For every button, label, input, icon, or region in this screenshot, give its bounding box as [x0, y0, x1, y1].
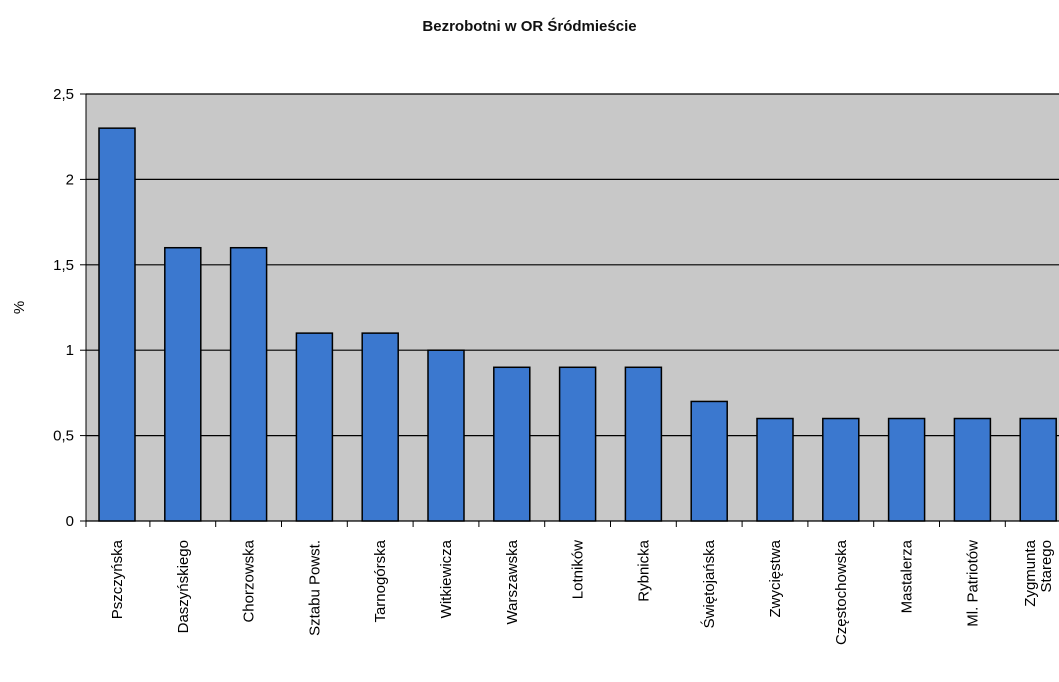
- x-tick-label: Witkiewicza: [438, 539, 455, 618]
- x-tick-label: Mastalerza: [899, 539, 916, 613]
- y-tick-label: 2,5: [53, 86, 74, 103]
- x-tick-label: Daszyńskiego: [175, 540, 192, 633]
- bar: [822, 417, 860, 522]
- bar: [953, 417, 992, 522]
- bar: [558, 366, 597, 522]
- x-tick-label: Świętojańska: [700, 539, 718, 628]
- x-tick-label: Rybnicka: [635, 539, 652, 601]
- x-tick-label: Starego: [1038, 540, 1055, 593]
- y-tick-label: 2: [66, 171, 74, 188]
- bar: [887, 417, 926, 522]
- y-tick-label: 0,5: [53, 428, 74, 445]
- bar: [427, 349, 465, 522]
- x-tick-label: Ml. Patriotów: [964, 540, 981, 627]
- bar: [98, 127, 136, 522]
- x-tick-label: Częstochowska: [833, 539, 850, 645]
- x-tick-label: Tarnogórska: [372, 539, 389, 622]
- x-tick-label: Warszawska: [504, 539, 521, 624]
- x-tick-label: Zwycięstwa: [767, 539, 784, 617]
- y-tick-label: 1: [66, 342, 74, 359]
- chart-title: Bezrobotni w OR Śródmieście: [422, 18, 637, 35]
- y-tick-label: 0: [66, 513, 74, 530]
- x-tick-label: Sztabu Powst.: [306, 540, 323, 636]
- bar: [1019, 417, 1057, 522]
- bar: [229, 246, 268, 522]
- bar: [624, 366, 663, 522]
- bar: [361, 332, 399, 522]
- x-tick-label: Zygmunta: [1022, 539, 1039, 606]
- bar: [164, 246, 202, 522]
- bar: [295, 332, 334, 522]
- x-tick-label: Pszczyńska: [109, 539, 126, 619]
- bar: [493, 366, 531, 522]
- bar: [756, 417, 794, 522]
- x-tick-label: Lotników: [570, 540, 587, 599]
- y-axis-label: %: [11, 301, 28, 314]
- y-tick-label: 1,5: [53, 257, 74, 274]
- x-tick-label: Chorzowska: [241, 539, 258, 622]
- bar: [690, 400, 728, 522]
